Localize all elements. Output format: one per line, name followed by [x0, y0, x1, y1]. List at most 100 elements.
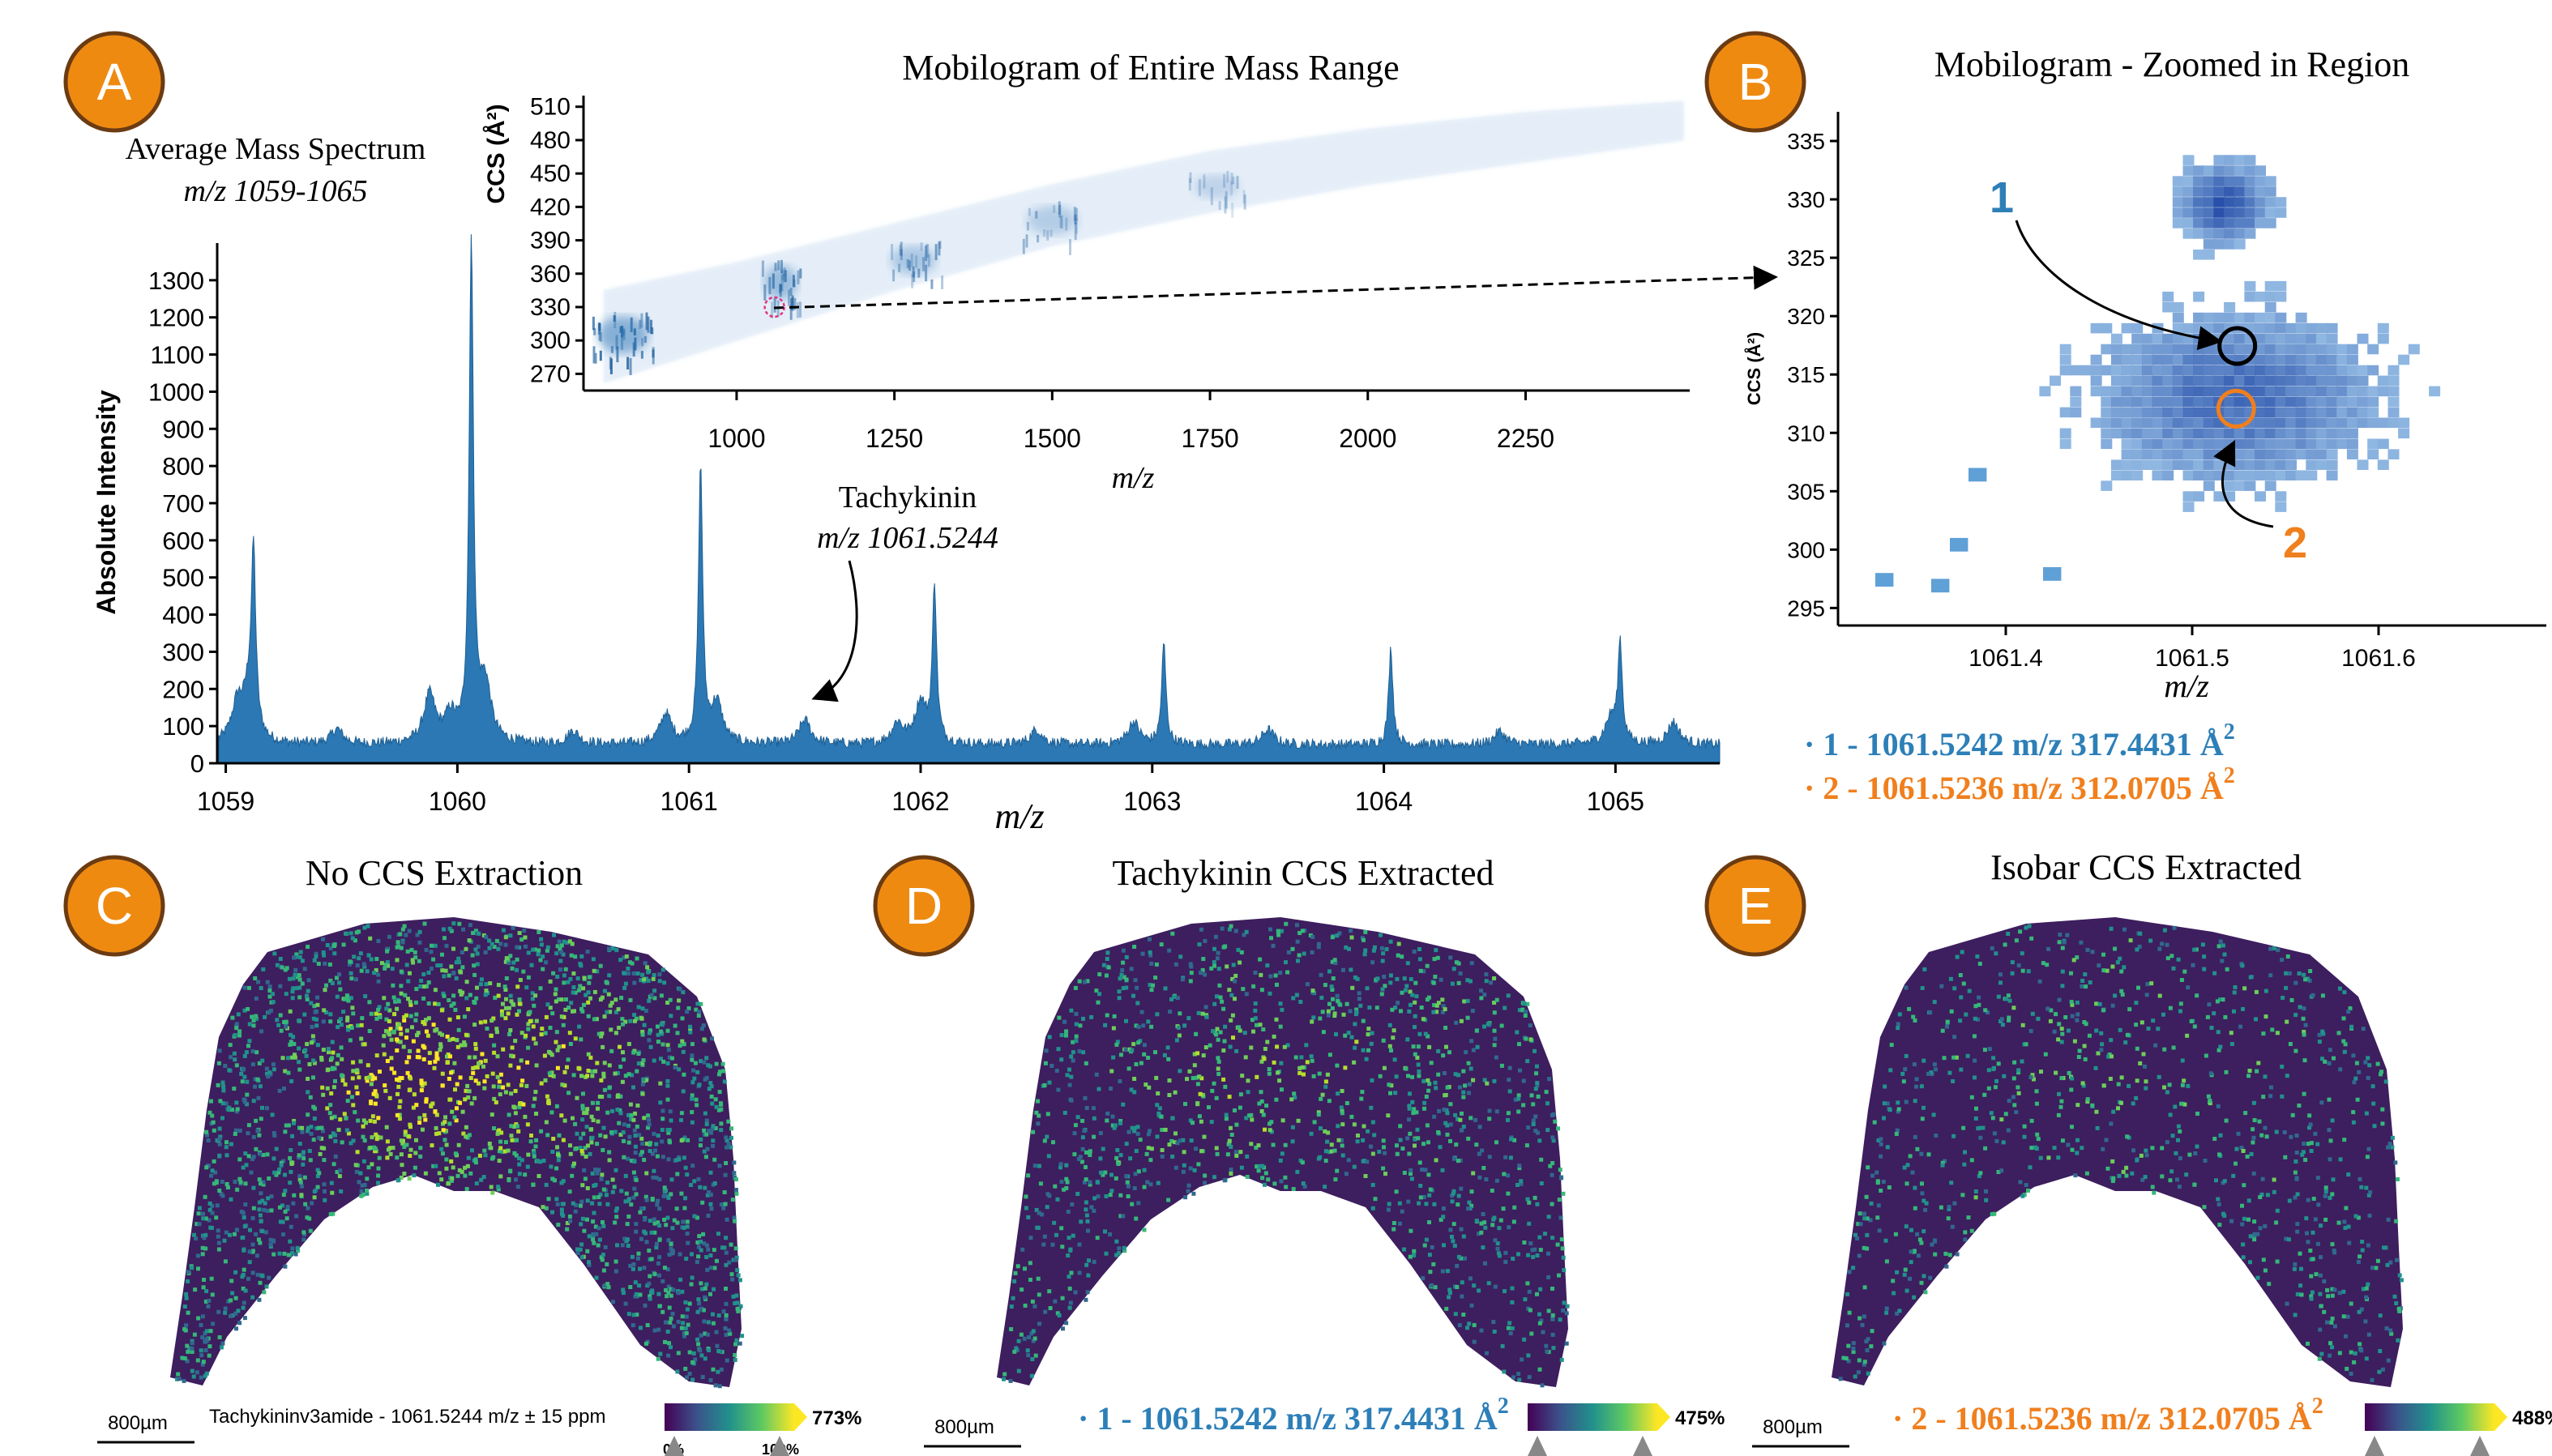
tissue-pixel: [649, 1230, 654, 1235]
tissue-pixel: [1546, 1251, 1550, 1256]
tissue-pixel: [260, 1198, 265, 1203]
tissue-pixel: [1105, 957, 1109, 961]
tissue-pixel: [2080, 984, 2084, 988]
tissue-pixel: [631, 1195, 636, 1200]
tissue-pixel: [596, 1100, 601, 1105]
colorbar-slider-d: [1528, 1436, 1547, 1456]
tissue-pixel: [2263, 1268, 2268, 1273]
tissue-pixel: [1443, 1093, 1447, 1098]
spectrum-y-tick-label: 1000: [148, 378, 204, 406]
tissue-pixel: [726, 1119, 731, 1124]
tissue-pixel: [244, 1163, 249, 1168]
zoom-cell: [2264, 438, 2276, 450]
zoom-cell: [2326, 354, 2338, 365]
zoom-cell: [2275, 502, 2287, 512]
tissue-pixel: [182, 1327, 187, 1331]
tissue-pixel: [1111, 1055, 1116, 1060]
tissue-pixel: [1230, 976, 1235, 981]
tissue-pixel: [1459, 1128, 1464, 1133]
tissue-pixel: [459, 1043, 464, 1048]
zoom-cell: [2326, 396, 2338, 408]
tissue-pixel: [1543, 1232, 1547, 1236]
tissue-pixel: [679, 1326, 684, 1330]
zoom-cell: [2234, 239, 2246, 250]
tissue-pixel: [554, 999, 558, 1004]
tissue-pixel: [2383, 1079, 2388, 1084]
tissue-pixel: [1109, 1189, 1114, 1193]
zoom-cell: [2326, 459, 2338, 470]
tissue-pixel: [2255, 1069, 2259, 1074]
zoom-cell: [2213, 386, 2225, 397]
tissue-pixel: [629, 1112, 634, 1117]
mobilogram-hotspot-mark: [1188, 177, 1191, 191]
zoom-cell: [2213, 322, 2225, 334]
tissue-pixel: [1889, 1043, 1894, 1048]
tissue-pixel: [1202, 1134, 1207, 1139]
tissue-pixel: [442, 927, 446, 932]
tissue-pixel: [1477, 1232, 1481, 1236]
tissue-pixel: [1427, 1082, 1432, 1087]
tissue-pixel: [626, 1140, 631, 1145]
tissue-pixel: [1489, 980, 1494, 985]
tissue-pixel: [1114, 1253, 1119, 1257]
tissue-pixel: [245, 1092, 250, 1097]
tissue-pixel: [579, 1037, 583, 1042]
tissue-pixel: [1327, 1150, 1332, 1155]
tissue-pixel: [512, 1125, 517, 1129]
tissue-pixel: [660, 1042, 665, 1047]
tissue-pixel: [554, 951, 559, 956]
tissue-pixel: [595, 1142, 600, 1146]
tissue-pixel: [403, 993, 408, 997]
tissue-pixel: [1212, 1001, 1217, 1006]
tissue-pixel: [1468, 979, 1473, 984]
tissue-pixel: [1131, 1042, 1136, 1047]
tissue-pixel: [1551, 1138, 1556, 1143]
tissue-pixel: [690, 1093, 695, 1098]
tissue-pixel: [232, 1232, 237, 1236]
tissue-pixel: [340, 1057, 344, 1061]
tissue-pixel: [224, 1145, 229, 1150]
tissue-pixel: [1518, 1068, 1522, 1073]
zoom-cell: [2255, 491, 2266, 502]
panel-letter-c: C: [96, 877, 133, 935]
zoom-point-2-arrow: [2213, 440, 2274, 528]
tissue-pixel: [1349, 935, 1354, 940]
zoom-cell: [2346, 407, 2358, 418]
tissue-pixel: [1459, 1186, 1464, 1191]
tissue-pixel: [1441, 1053, 1446, 1058]
mobilogram-hotspot-mark: [771, 301, 774, 318]
tissue-pixel: [552, 933, 556, 937]
tissue-pixel: [1118, 976, 1122, 981]
tissue-pixel: [369, 1073, 374, 1078]
tissue-pixel: [314, 1126, 319, 1131]
tissue-pixel: [272, 1170, 277, 1175]
tissue-pixel: [284, 1024, 288, 1029]
zoom-cell: [2203, 480, 2215, 491]
tissue-pixel: [351, 1138, 356, 1143]
tissue-pixel: [2143, 1064, 2147, 1069]
tissue-pixel: [517, 1162, 522, 1167]
zoom-cell: [2264, 218, 2276, 228]
tissue-pixel: [535, 1159, 540, 1164]
mobilogram-x-tick-label: 1750: [1181, 424, 1238, 453]
tissue-pixel: [355, 1150, 360, 1155]
tissue-pixel: [2259, 1192, 2264, 1197]
tissue-pixel: [1424, 1095, 1429, 1099]
tissue-pixel: [224, 1153, 229, 1158]
zoom-cell: [2182, 165, 2195, 176]
tissue-pixel: [509, 1091, 514, 1096]
tissue-pixel: [1445, 1085, 1450, 1090]
tissue-pixel: [1447, 1050, 1451, 1055]
zoom-cell: [2193, 344, 2205, 355]
tissue-pixel: [1114, 1239, 1119, 1244]
tissue-pixel: [725, 1138, 729, 1143]
mobilogram-y-tick-label: 480: [530, 127, 571, 154]
spectrum-y-tick-label: 1100: [150, 341, 204, 369]
tissue-pixel: [2030, 1011, 2035, 1016]
tissue-pixel: [590, 1070, 595, 1074]
tissue-pixel: [306, 1129, 310, 1134]
tissue-pixel: [1895, 1270, 1900, 1275]
tissue-pixel: [594, 1017, 599, 1022]
tissue-pixel: [426, 1001, 431, 1006]
